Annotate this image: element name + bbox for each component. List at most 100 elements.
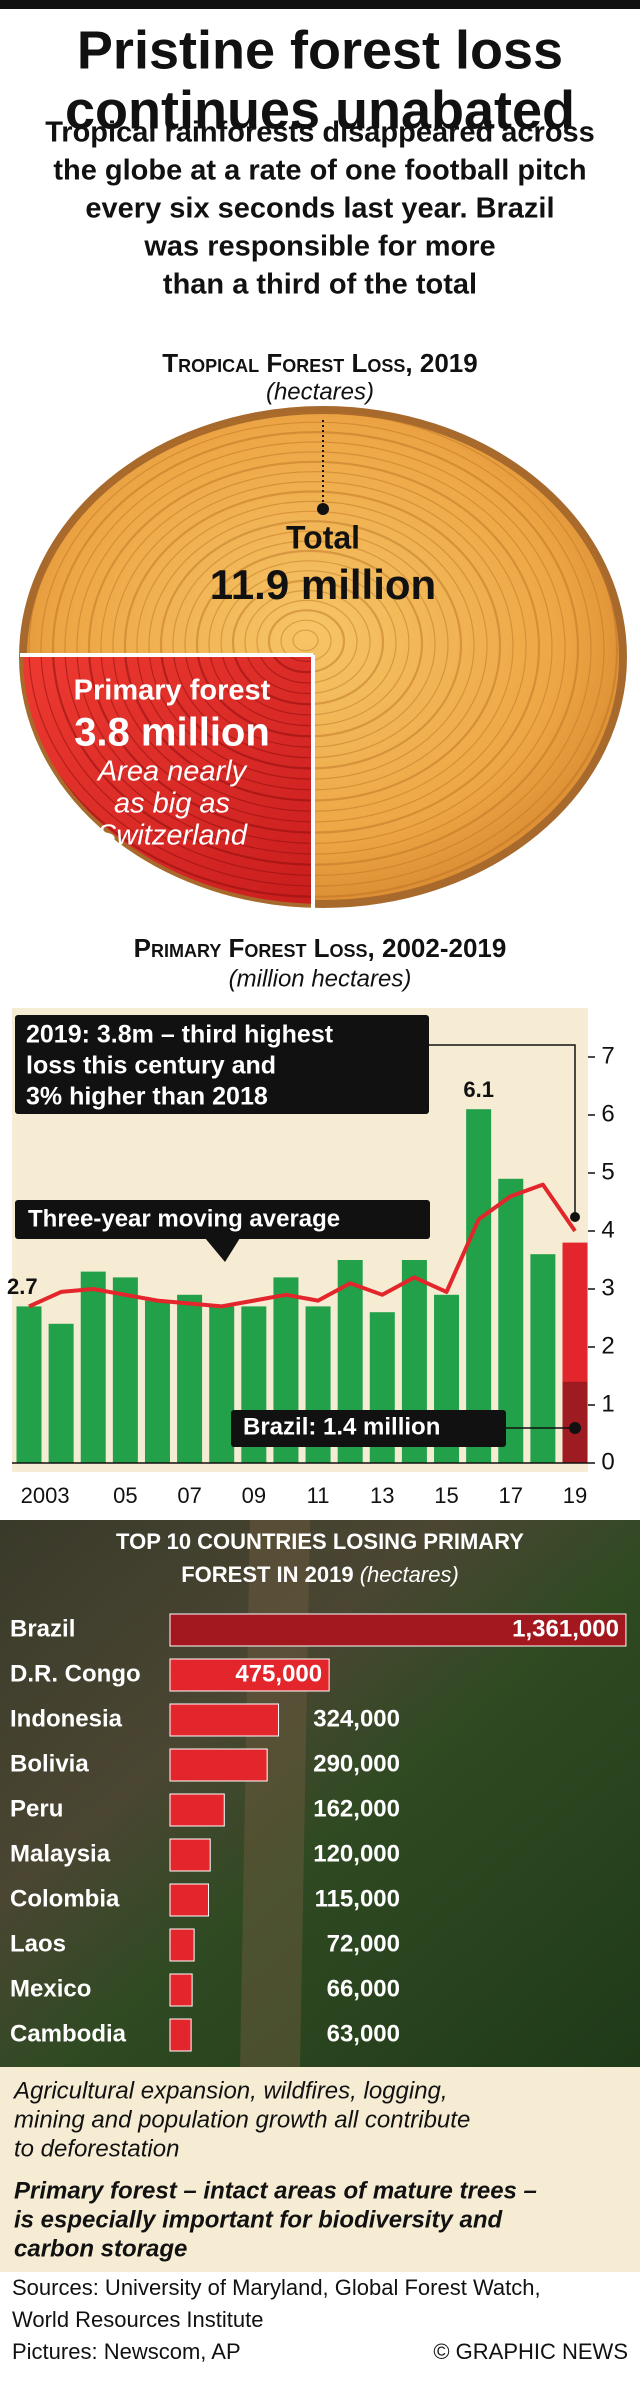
subtitle-line: every six seconds last year. Brazil xyxy=(85,193,554,225)
x-tick-label: 05 xyxy=(113,1483,137,1508)
primary-note: as big as xyxy=(114,788,230,820)
bar xyxy=(169,1838,211,1872)
x-tick-label: 07 xyxy=(177,1483,201,1508)
value-label: 120,000 xyxy=(313,1840,400,1867)
value-label: 162,000 xyxy=(313,1795,400,1822)
subtitle-line: than a third of the total xyxy=(163,269,477,301)
label-box xyxy=(15,1200,430,1239)
y-tick-label: 6 xyxy=(601,1100,614,1127)
x-tick-label: 19 xyxy=(563,1483,587,1508)
x-tick-label: 2003 xyxy=(21,1483,70,1508)
note: Primary forest – intact areas of mature … xyxy=(14,2177,537,2204)
x-tick-label: 15 xyxy=(434,1483,458,1508)
value-label: 63,000 xyxy=(327,2020,400,2047)
section-title: Tropical Forest Loss, 2019 xyxy=(162,348,477,378)
total-label: Total xyxy=(286,519,360,555)
chart-subtitle: (million hectares) xyxy=(229,965,412,992)
tree-ring xyxy=(208,656,312,727)
y-tick-label: 1 xyxy=(601,1390,614,1417)
y-tick-label: 5 xyxy=(601,1158,614,1185)
category-label: Malaysia xyxy=(10,1840,111,1867)
primary-value: 3.8 million xyxy=(74,711,270,755)
annotation-dot xyxy=(570,1212,580,1222)
x-tick-label: 11 xyxy=(307,1483,330,1508)
subtitle-line: Tropical rainforests disappeared across xyxy=(45,117,595,149)
tree-ring xyxy=(195,656,312,738)
notes: Agricultural expansion, wildfires, loggi… xyxy=(12,2077,537,2262)
notes-panel xyxy=(0,2067,640,2272)
category-label: Laos xyxy=(10,1930,66,1957)
data-label: 6.1 xyxy=(463,1077,494,1102)
category-label: Colombia xyxy=(10,1885,120,1912)
note: carbon storage xyxy=(14,2235,187,2262)
annotation: loss this century and xyxy=(26,1052,276,1080)
bar xyxy=(169,2018,192,2052)
value-label: 475,000 xyxy=(235,1660,322,1687)
chart-title: TOP 10 COUNTRIES LOSING PRIMARY xyxy=(116,1529,524,1554)
y-tick-label: 3 xyxy=(601,1274,614,1301)
category-label: Peru xyxy=(10,1795,63,1822)
tree-ring xyxy=(220,656,312,716)
pictures: Pictures: Newscom, AP xyxy=(12,2339,241,2364)
bar xyxy=(466,1109,492,1463)
leader-dot xyxy=(317,503,329,515)
bar xyxy=(80,1271,106,1463)
hbar-chart: Brazil 1,361,000 D.R. Congo 475,000 Indonesi… xyxy=(10,1613,627,2052)
bar-chart: 0 1 2 3 4 5 6 7 2003 05 07 09 11 13 15 17 19 2.7 6.1 Three-… xyxy=(7,1015,615,1508)
bar xyxy=(177,1294,203,1463)
credit: © GRAPHIC NEWS xyxy=(433,2339,628,2364)
bar xyxy=(169,1883,210,1917)
data-label: 2.7 xyxy=(7,1274,38,1299)
tree-ring xyxy=(51,431,580,866)
primary-note: Switzerland xyxy=(97,820,248,852)
category-label: Cambodia xyxy=(10,2020,127,2047)
tree-ring xyxy=(172,656,312,759)
annotation-connector xyxy=(429,1044,576,1217)
tree-ring xyxy=(40,421,592,876)
bar xyxy=(112,1277,138,1463)
x-tick-label: 09 xyxy=(242,1483,266,1508)
chart-subtitle: (hectares) xyxy=(360,1562,459,1587)
bar xyxy=(169,1973,193,2007)
primary-label: Primary forest xyxy=(74,675,271,707)
x-tick-label: 17 xyxy=(499,1483,523,1508)
tree-ring xyxy=(256,656,312,684)
tree-ring xyxy=(244,656,312,695)
title: Pristine forest loss xyxy=(77,20,563,80)
sources: World Resources Institute xyxy=(12,2307,263,2332)
chart-title: FOREST IN 2019 (hectares) xyxy=(181,1562,459,1587)
annotation: 2019: 3.8m – third highest xyxy=(26,1021,334,1049)
note: Agricultural expansion, wildfires, loggi… xyxy=(12,2077,448,2104)
subtitle-line: was responsible for more xyxy=(143,231,495,263)
top-bar xyxy=(0,0,640,9)
brazil-dot xyxy=(569,1422,581,1434)
annotation-box xyxy=(15,1015,429,1114)
section-unit: (hectares) xyxy=(266,378,374,405)
x-tick-label: 13 xyxy=(370,1483,394,1508)
annotation: 3% higher than 2018 xyxy=(26,1083,268,1111)
tree-ring xyxy=(28,411,605,887)
total-value: 11.9 million xyxy=(210,561,436,608)
y-tick-label: 7 xyxy=(601,1042,614,1069)
note: to deforestation xyxy=(14,2135,179,2162)
chart-title: FOREST IN 2019 xyxy=(181,1562,353,1587)
moving-average xyxy=(28,1182,577,1309)
bar xyxy=(144,1300,170,1463)
bar xyxy=(169,1658,330,1692)
note: is especially important for biodiversity… xyxy=(14,2206,503,2233)
value-label: 1,361,000 xyxy=(512,1615,619,1642)
bar xyxy=(48,1323,74,1463)
value-label: 324,000 xyxy=(313,1705,400,1732)
tree-ring xyxy=(267,656,312,674)
bar xyxy=(16,1306,42,1463)
category-label: Mexico xyxy=(10,1975,91,2002)
photo-road xyxy=(240,1520,310,2067)
value-label: 115,000 xyxy=(315,1885,400,1912)
y-tick-label: 0 xyxy=(601,1448,614,1475)
title: continues unabated xyxy=(65,80,575,140)
primary-note: Area nearly xyxy=(96,756,248,788)
bar xyxy=(209,1306,235,1463)
tree-ring xyxy=(23,410,619,898)
